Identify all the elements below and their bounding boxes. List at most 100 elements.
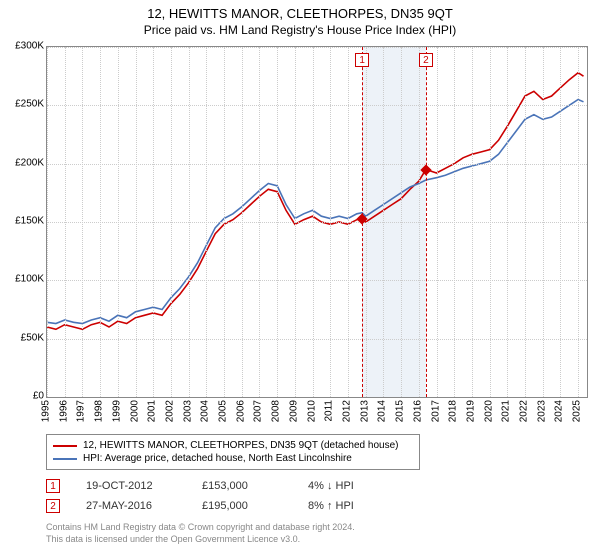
legend-swatch-hpi [53,458,77,460]
xtick-label: 2005 [218,400,229,422]
ytick-label: £150K [0,216,44,227]
xtick-label: 2022 [519,400,530,422]
gridline-v [313,47,314,397]
sale-row-2: 2 27-MAY-2016 £195,000 8% ↑ HPI [46,496,354,516]
gridline-v [295,47,296,397]
sale-marker-2: 2 [46,499,60,513]
series-property [47,73,584,330]
xtick-label: 1999 [111,400,122,422]
xtick-label: 2011 [324,400,335,422]
xtick-label: 1995 [41,400,52,422]
xtick-label: 2008 [271,400,282,422]
xtick-label: 2017 [430,400,441,422]
gridline-v [277,47,278,397]
xtick-label: 1998 [94,400,105,422]
chart-container: 12, HEWITTS MANOR, CLEETHORPES, DN35 9QT… [0,0,600,560]
xtick-label: 1997 [76,400,87,422]
xtick-label: 2002 [164,400,175,422]
gridline-v [578,47,579,397]
gridline-h [47,280,587,281]
sale-date-2: 27-MAY-2016 [86,500,176,512]
xtick-label: 2015 [395,400,406,422]
footer-line-2: This data is licensed under the Open Gov… [46,534,355,546]
legend-swatch-property [53,445,77,447]
gridline-v [259,47,260,397]
gridline-v [437,47,438,397]
xtick-label: 2001 [147,400,158,422]
plot-area: 12 [46,46,588,398]
ytick-label: £100K [0,274,44,285]
gridline-v [525,47,526,397]
footer-text: Contains HM Land Registry data © Crown c… [46,522,355,545]
gridline-v [189,47,190,397]
gridline-v [419,47,420,397]
xtick-label: 2019 [465,400,476,422]
gridline-v [401,47,402,397]
gridline-h [47,164,587,165]
footer-line-1: Contains HM Land Registry data © Crown c… [46,522,355,534]
xtick-label: 2018 [448,400,459,422]
sale-delta-2: 8% ↑ HPI [308,500,354,512]
ytick-label: £300K [0,41,44,52]
xtick-label: 2014 [377,400,388,422]
xtick-label: 2010 [306,400,317,422]
gridline-v [171,47,172,397]
sale-label-box: 2 [419,53,433,67]
xtick-label: 2007 [253,400,264,422]
xtick-label: 2024 [554,400,565,422]
legend-row-hpi: HPI: Average price, detached house, Nort… [53,452,413,465]
sales-table: 1 19-OCT-2012 £153,000 4% ↓ HPI 2 27-MAY… [46,476,354,516]
sale-delta-1: 4% ↓ HPI [308,480,354,492]
chart-subtitle: Price paid vs. HM Land Registry's House … [0,21,600,41]
sale-vline [426,47,427,397]
gridline-v [206,47,207,397]
ytick-label: £50K [0,332,44,343]
legend-box: 12, HEWITTS MANOR, CLEETHORPES, DN35 9QT… [46,434,420,470]
gridline-v [348,47,349,397]
gridline-v [560,47,561,397]
gridline-v [65,47,66,397]
xtick-label: 2012 [341,400,352,422]
legend-row-property: 12, HEWITTS MANOR, CLEETHORPES, DN35 9QT… [53,439,413,452]
xtick-label: 2003 [182,400,193,422]
gridline-v [472,47,473,397]
ytick-label: £250K [0,99,44,110]
chart-title: 12, HEWITTS MANOR, CLEETHORPES, DN35 9QT [0,0,600,21]
gridline-h [47,222,587,223]
sale-date-1: 19-OCT-2012 [86,480,176,492]
sale-label-box: 1 [355,53,369,67]
ytick-label: £200K [0,157,44,168]
xtick-label: 2009 [288,400,299,422]
ytick-label: £0 [0,391,44,402]
gridline-v [454,47,455,397]
gridline-v [47,47,48,397]
xtick-label: 2025 [572,400,583,422]
xtick-label: 2013 [359,400,370,422]
gridline-v [490,47,491,397]
gridline-v [224,47,225,397]
gridline-v [153,47,154,397]
sale-row-1: 1 19-OCT-2012 £153,000 4% ↓ HPI [46,476,354,496]
xtick-label: 2023 [536,400,547,422]
gridline-v [118,47,119,397]
legend-label-hpi: HPI: Average price, detached house, Nort… [83,453,352,464]
gridline-v [100,47,101,397]
gridline-h [47,47,587,48]
legend-label-property: 12, HEWITTS MANOR, CLEETHORPES, DN35 9QT… [83,440,398,451]
gridline-v [242,47,243,397]
xtick-label: 2016 [412,400,423,422]
xtick-label: 2021 [501,400,512,422]
gridline-v [82,47,83,397]
xtick-label: 2000 [129,400,140,422]
sale-price-2: £195,000 [202,500,282,512]
xtick-label: 1996 [58,400,69,422]
gridline-v [366,47,367,397]
gridline-v [136,47,137,397]
gridline-h [47,105,587,106]
xtick-label: 2004 [200,400,211,422]
xtick-label: 2020 [483,400,494,422]
gridline-v [330,47,331,397]
gridline-v [507,47,508,397]
gridline-v [383,47,384,397]
gridline-h [47,339,587,340]
